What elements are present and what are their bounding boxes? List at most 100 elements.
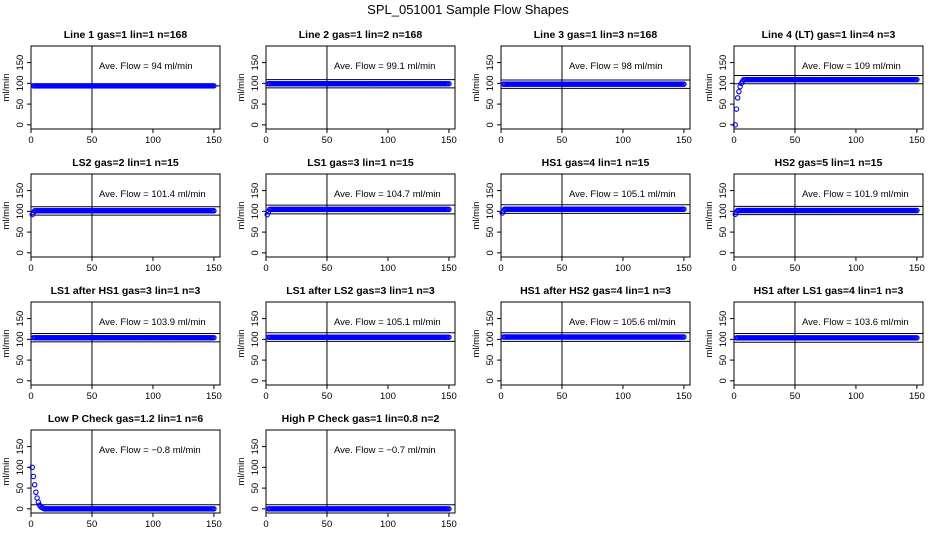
data-point [736,88,742,95]
panel-title: LS1 after HS1 gas=3 lin=1 n=3 [51,285,201,297]
panel-title: Line 1 gas=1 lin=1 n=168 [64,29,188,41]
data-point [681,206,687,212]
y-axis-label: ml/min [236,74,247,102]
y-tick-label: 150 [250,439,261,455]
data-point [914,76,920,83]
panel-title: HS2 gas=5 lin=1 n=15 [775,157,883,169]
y-tick-label: 0 [718,378,729,383]
y-tick-label: 50 [250,355,261,366]
x-tick-label: 0 [28,263,33,274]
x-tick-label: 50 [790,135,801,146]
panel-8: HS2 gas=5 lin=1 n=15 Ave. Flow = 101.9 ml… [704,157,925,274]
x-tick-label: 100 [380,135,396,146]
x-tick-label: 150 [909,135,925,146]
y-tick-label: 0 [15,122,26,127]
y-axis-label: ml/min [1,202,12,230]
y-tick-label: 150 [485,311,496,327]
y-axis-label: ml/min [704,202,715,230]
data-point [211,334,217,341]
y-tick-label: 100 [485,331,496,347]
x-tick-label: 100 [848,391,864,402]
data-point [446,80,452,87]
panel-annotation: Ave. Flow = 105.6 ml/min [569,317,676,328]
x-tick-label: 100 [615,263,631,274]
y-axis-label: ml/min [1,330,12,358]
y-tick-label: 150 [250,55,261,71]
x-tick-label: 150 [441,391,457,402]
y-tick-label: 150 [485,55,496,71]
x-tick-label: 100 [145,519,161,530]
x-tick-label: 100 [380,263,396,274]
panel-14: High P Check gas=1 lin=0.8 n=2 Ave. Flow … [236,413,457,530]
data-point [211,506,217,512]
panel-2: Line 2 gas=1 lin=2 n=168 Ave. Flow = 99.1… [236,29,457,146]
x-tick-label: 50 [557,135,568,146]
y-tick-label: 50 [250,99,261,110]
y-axis-label: ml/min [1,458,12,486]
y-tick-label: 0 [15,378,26,383]
panel-title: Line 3 gas=1 lin=3 n=168 [534,29,658,41]
panel-11: HS1 after HS2 gas=4 lin=1 n=3 Ave. Flow =… [471,285,692,402]
panel-annotation: Ave. Flow = 103.9 ml/min [99,317,206,328]
x-tick-label: 0 [28,135,33,146]
y-tick-label: 150 [15,183,26,199]
x-tick-label: 150 [441,263,457,274]
data-point [35,499,42,505]
y-tick-label: 100 [718,331,729,347]
y-axis-label: ml/min [236,202,247,230]
y-tick-label: 50 [15,483,26,494]
x-tick-label: 50 [790,391,801,402]
x-tick-label: 0 [28,391,33,402]
plot-frame [265,429,456,514]
x-tick-label: 150 [909,391,925,402]
x-tick-label: 150 [441,519,457,530]
y-tick-label: 100 [718,75,729,91]
y-tick-label: 100 [485,75,496,91]
data-point [914,335,920,341]
x-tick-label: 150 [676,135,692,146]
x-tick-label: 150 [206,391,222,402]
y-axis-label: ml/min [236,330,247,358]
panel-4: Line 4 (LT) gas=1 lin=4 n=3 Ave. Flow = 1… [704,29,925,146]
panel-10: LS1 after LS2 gas=3 lin=1 n=3 Ave. Flow =… [236,285,457,402]
data-point [446,506,452,512]
y-tick-label: 150 [15,439,26,455]
plot-frame [30,301,221,386]
panel-6: LS1 gas=3 lin=1 n=15 Ave. Flow = 104.7 ml… [236,157,457,274]
y-tick-label: 100 [718,203,729,219]
panel-title: HS1 after HS2 gas=4 lin=1 n=3 [520,285,671,297]
data-point [33,489,39,495]
y-tick-label: 50 [250,227,261,238]
panel-title: LS2 gas=2 lin=1 n=15 [72,157,179,169]
x-tick-label: 0 [731,263,736,274]
y-tick-label: 150 [718,183,729,199]
y-tick-label: 0 [718,122,729,127]
y-axis-label: ml/min [471,330,482,358]
plot-frame [265,173,456,258]
data-point [29,464,35,471]
y-tick-label: 50 [15,355,26,366]
x-tick-label: 0 [498,391,503,402]
data-point [737,83,743,90]
x-tick-label: 0 [28,519,33,530]
panel-annotation: Ave. Flow = 103.6 ml/min [802,317,909,328]
plot-frame [733,173,924,258]
panel-annotation: Ave. Flow = 101.9 ml/min [802,189,909,200]
y-tick-label: 150 [718,311,729,327]
x-tick-label: 100 [145,135,161,146]
data-point [31,482,38,488]
panel-7: HS1 gas=4 lin=1 n=15 Ave. Flow = 105.1 ml… [471,157,692,274]
x-tick-label: 50 [322,519,333,530]
panel-13: Low P Check gas=1.2 lin=1 n=6 Ave. Flow =… [1,413,222,530]
y-tick-label: 50 [485,227,496,238]
x-tick-label: 0 [263,263,268,274]
y-axis-label: ml/min [471,202,482,230]
x-tick-label: 50 [322,263,333,274]
data-point [446,206,452,213]
x-tick-label: 100 [848,263,864,274]
x-tick-label: 150 [676,263,692,274]
panel-9: LS1 after HS1 gas=3 lin=1 n=3 Ave. Flow =… [1,285,222,402]
y-axis-label: ml/min [704,74,715,102]
x-tick-label: 100 [145,391,161,402]
x-tick-label: 100 [380,391,396,402]
